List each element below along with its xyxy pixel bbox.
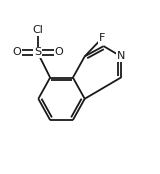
Text: O: O [54,47,63,57]
Text: O: O [12,47,21,57]
Text: N: N [117,51,125,61]
Text: S: S [34,47,41,57]
Text: F: F [99,33,105,43]
Text: Cl: Cl [32,25,43,35]
